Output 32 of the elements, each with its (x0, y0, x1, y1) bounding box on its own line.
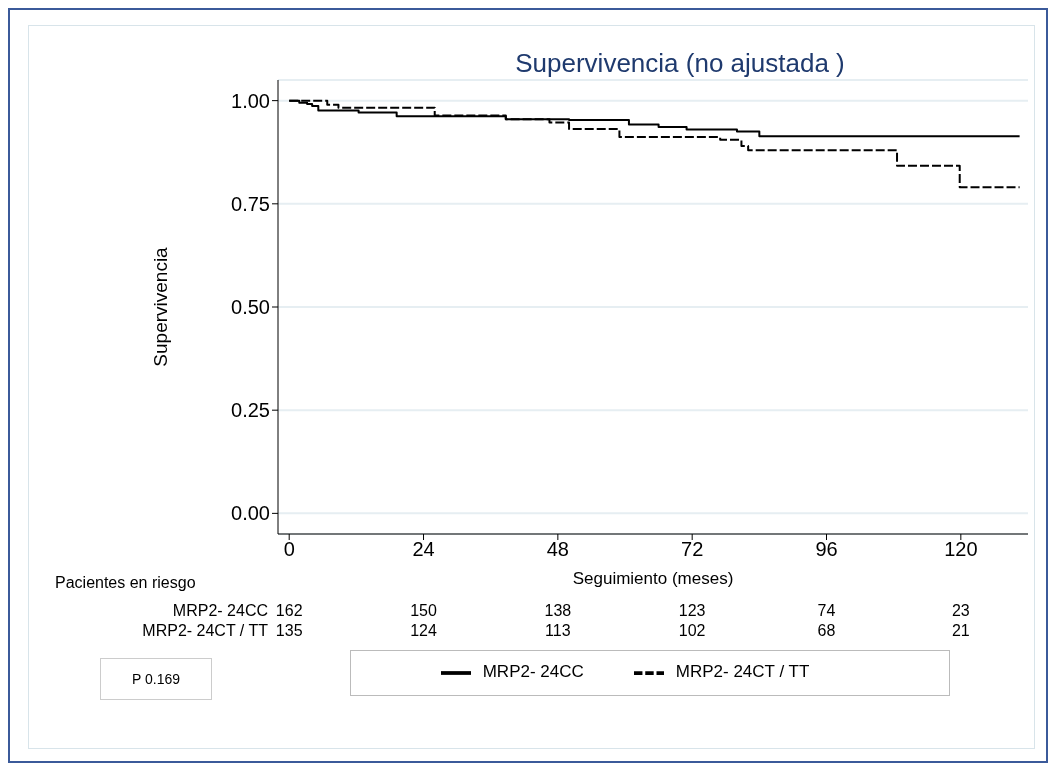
legend-label: MRP2- 24CC (482, 662, 584, 682)
text: MRP2- 24CT / TT (142, 622, 268, 640)
y-tick-label: 1.00 (231, 89, 270, 112)
y-tick-label: 0.00 (231, 502, 270, 525)
text: 68 (816, 622, 837, 640)
text: 124 (409, 622, 438, 640)
text: 74 (816, 602, 837, 620)
text: 102 (677, 622, 707, 640)
text: 138 (543, 602, 573, 620)
text: MRP2- 24CC (172, 602, 268, 620)
y-tick-label: 0.50 (231, 296, 270, 319)
x-tick-label: 48 (546, 538, 569, 561)
x-tick-label: 120 (944, 538, 978, 561)
y-axis-title: Supervivencia (149, 246, 171, 367)
x-axis-title: Seguimiento (meses) (572, 569, 734, 588)
x-tick-label: 0 (283, 538, 295, 561)
x-tick-label: 24 (412, 538, 435, 561)
legend-label: MRP2- 24CT / TT (675, 662, 810, 682)
text: P 0.169 (100, 658, 212, 700)
text: 162 (275, 602, 303, 619)
text: 21 (950, 622, 971, 640)
text: 23 (950, 602, 971, 620)
chart-title: Supervivencia (no ajustada ) (514, 48, 846, 79)
y-tick-label: 0.25 (231, 399, 270, 422)
y-tick-label: 0.75 (231, 192, 270, 215)
text: 123 (677, 602, 707, 620)
x-tick-label: 72 (681, 538, 704, 561)
text: 150 (409, 602, 438, 620)
text: 135 (275, 622, 303, 639)
text: 113 (544, 622, 572, 640)
x-tick-label: 96 (815, 538, 838, 561)
text: Pacientes en riesgo (55, 574, 196, 592)
